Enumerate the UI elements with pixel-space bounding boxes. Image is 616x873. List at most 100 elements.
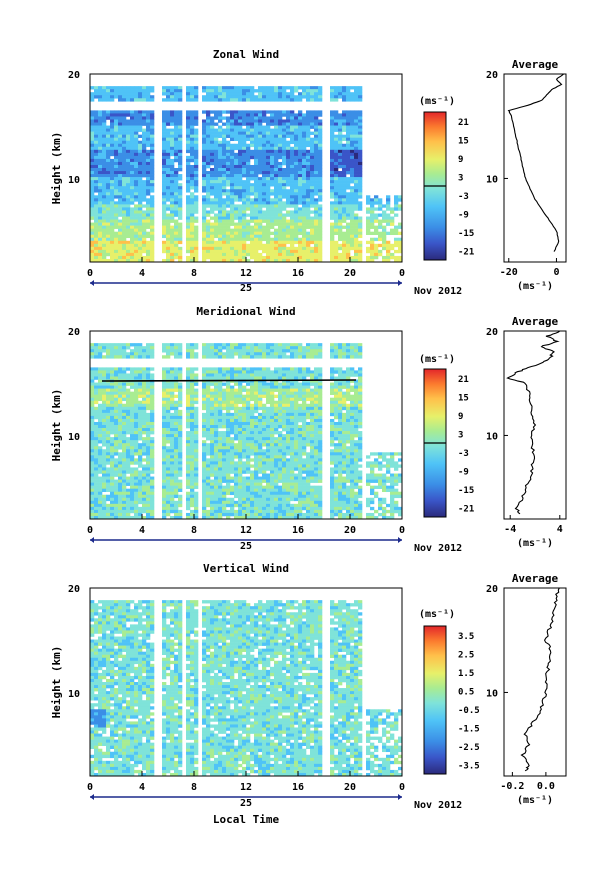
average-x-tick-label: -0.2 [500,781,524,792]
colorbar-scale [423,625,447,775]
x-tick-label: 12 [240,268,252,279]
average-x-tick-label: 4 [557,524,563,535]
colorbar-tick-label: -3 [458,192,469,202]
x-tick-label: 0 [399,525,405,536]
colorbar-tick-label: -21 [458,504,474,514]
average-x-label: (ms⁻¹) [517,538,553,549]
y-axis-label: Height (km) [50,132,63,205]
average-y-tick-label: 10 [486,431,498,442]
colorbar-tick-label: -15 [458,229,474,239]
y-axis: 20 10 Height (km) [50,70,80,204]
date-label: Nov 2012 [414,286,462,297]
colorbar-unit: (ms⁻¹) [419,609,455,620]
date-label: Nov 2012 [414,543,462,554]
x-axis: 0 4 8 12 16 20 0 [87,514,405,543]
y-tick-label: 20 [68,70,80,81]
panel-title: Vertical Wind [203,562,289,575]
colorbar-tick-label: 2.5 [458,650,474,660]
colorbar-tick-label: -3.5 [458,761,480,771]
y-tick-label: 10 [68,175,80,186]
y-axis: 20 10 Height (km) [50,584,80,718]
colorbar-tick-label: -1.5 [458,724,480,734]
panel-vertical: Vertical Wind 20 10 Height (km) 0 4 8 12 16 2… [50,562,567,826]
y-tick-label: 10 [68,432,80,443]
heatmap-area [90,86,403,263]
day-label: 25 [240,798,252,809]
heatmap-area [90,600,403,777]
colorbar-tick-label: -21 [458,247,474,257]
x-axis: 0 4 8 12 16 20 0 [87,771,405,800]
day-label: 25 [240,541,252,552]
average-y-tick-label: 20 [486,584,498,595]
colorbar-tick-label: 21 [458,118,469,128]
colorbar-tick-label: 21 [458,375,469,385]
x-tick-label: 20 [344,782,356,793]
x-tick-label: 12 [240,525,252,536]
x-tick-label: 0 [87,525,93,536]
x-tick-label: 16 [292,525,304,536]
average-y-tick-label: 10 [486,174,498,185]
y-tick-label: 20 [68,584,80,595]
contour-line [101,379,357,382]
colorbar-tick-label: -0.5 [458,706,480,716]
y-tick-label: 20 [68,327,80,338]
day-label: 25 [240,283,252,294]
y-axis-label: Height (km) [50,646,63,719]
y-axis: 20 10 Height (km) [50,327,80,461]
x-tick-label: 8 [191,268,197,279]
x-tick-label: 0 [87,782,93,793]
colorbar-tick-label: 3 [458,430,463,440]
x-axis-label: Local Time [213,813,280,826]
colorbar: (ms⁻¹) 21 15 9 3 -3 -9 -15 -21 [419,354,474,518]
average-title: Average [512,58,559,71]
average-y-tick-label: 10 [486,688,498,699]
colorbar-tick-label: 15 [458,136,469,146]
colorbar-tick-label: 0.5 [458,687,474,697]
average-frame [503,73,567,263]
colorbar-tick-label: -2.5 [458,743,480,753]
average-x-tick-label: 0 [553,267,559,278]
heatmap-area [90,343,403,520]
average-title: Average [512,572,559,585]
average-frame [503,330,567,520]
average-x-tick-label: -20 [500,267,518,278]
colorbar-unit: (ms⁻¹) [419,354,455,365]
colorbar-tick-label: 3 [458,173,463,183]
colorbar: (ms⁻¹) 3.5 2.5 1.5 0.5 -0.5 -1.5 -2.5 -3.5 [419,609,480,775]
average-profile: Average 20 10 -4 4 (ms⁻¹) [486,315,567,549]
x-tick-label: 16 [292,782,304,793]
colorbar-tick-label: -9 [458,210,469,220]
average-x-tick-label: 0.0 [537,781,555,792]
colorbar-tick-label: 1.5 [458,669,474,679]
panel-meridional: Meridional Wind 20 10 Height (km) 0 4 8 12 1… [50,305,567,554]
panel-title: Meridional Wind [196,305,295,318]
x-tick-label: 0 [87,268,93,279]
x-tick-label: 8 [191,782,197,793]
date-label: Nov 2012 [414,800,462,811]
colorbar-tick-label: 3.5 [458,632,474,642]
colorbar-tick-label: -9 [458,467,469,477]
x-tick-label: 4 [139,782,145,793]
average-frame [503,587,567,777]
colorbar-tick-label: 9 [458,155,463,165]
average-y-tick-label: 20 [486,70,498,81]
x-tick-label: 12 [240,782,252,793]
y-axis-label: Height (km) [50,389,63,462]
colorbar-tick-label: 9 [458,412,463,422]
panel-zonal: Zonal Wind 20 10 Height (km) 0 4 8 12 16 20 0 … [50,48,567,297]
colorbar-tick-label: -15 [458,486,474,496]
y-tick-label: 10 [68,689,80,700]
x-tick-label: 0 [399,782,405,793]
colorbar: (ms⁻¹) 21 15 9 3 -3 -9 -15 -21 [419,96,474,261]
average-profile-line [520,587,560,772]
colorbar-tick-label: -3 [458,449,469,459]
x-tick-label: 4 [139,268,145,279]
average-profile-line [506,330,561,515]
average-profile-line [507,73,564,252]
x-tick-label: 0 [399,268,405,279]
x-tick-label: 20 [344,268,356,279]
average-y-tick-label: 20 [486,327,498,338]
x-tick-label: 16 [292,268,304,279]
panel-title: Zonal Wind [213,48,279,61]
